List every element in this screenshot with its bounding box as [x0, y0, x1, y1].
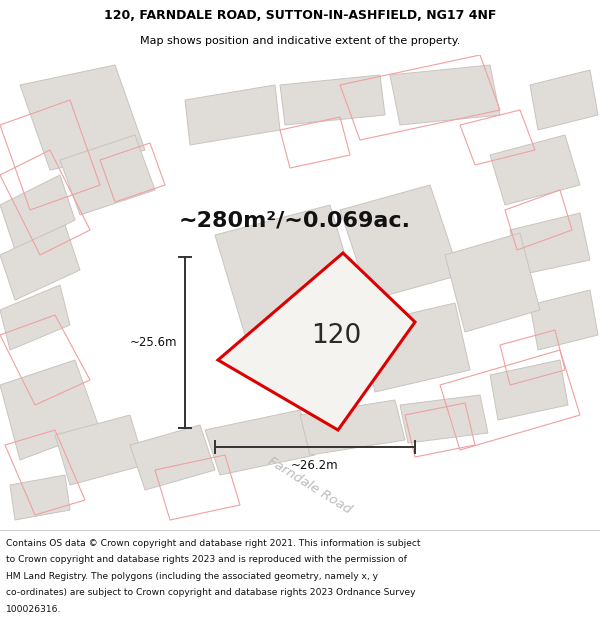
Text: Farndale Road: Farndale Road	[266, 454, 354, 516]
Text: ~26.2m: ~26.2m	[291, 459, 339, 472]
Polygon shape	[205, 410, 315, 475]
Polygon shape	[300, 400, 405, 455]
Polygon shape	[10, 475, 70, 520]
Polygon shape	[0, 360, 100, 460]
Polygon shape	[340, 185, 460, 300]
Polygon shape	[130, 425, 215, 490]
Polygon shape	[490, 360, 568, 420]
Polygon shape	[530, 70, 598, 130]
Text: HM Land Registry. The polygons (including the associated geometry, namely x, y: HM Land Registry. The polygons (includin…	[6, 572, 378, 581]
Polygon shape	[218, 253, 415, 430]
Polygon shape	[0, 225, 80, 300]
Polygon shape	[0, 175, 75, 250]
Text: 120: 120	[311, 323, 362, 349]
Polygon shape	[510, 213, 590, 275]
Polygon shape	[360, 303, 470, 392]
Polygon shape	[400, 395, 488, 443]
Text: 100026316.: 100026316.	[6, 605, 61, 614]
Text: co-ordinates) are subject to Crown copyright and database rights 2023 Ordnance S: co-ordinates) are subject to Crown copyr…	[6, 588, 415, 598]
Polygon shape	[215, 205, 360, 335]
Polygon shape	[0, 285, 70, 350]
Text: Contains OS data © Crown copyright and database right 2021. This information is : Contains OS data © Crown copyright and d…	[6, 539, 421, 548]
Polygon shape	[185, 85, 280, 145]
Polygon shape	[490, 135, 580, 205]
Text: Map shows position and indicative extent of the property.: Map shows position and indicative extent…	[140, 36, 460, 46]
Polygon shape	[55, 415, 145, 485]
Text: to Crown copyright and database rights 2023 and is reproduced with the permissio: to Crown copyright and database rights 2…	[6, 555, 407, 564]
Polygon shape	[280, 75, 385, 125]
Text: ~25.6m: ~25.6m	[130, 336, 177, 349]
Text: ~280m²/~0.069ac.: ~280m²/~0.069ac.	[179, 210, 411, 230]
Polygon shape	[530, 290, 598, 350]
Polygon shape	[390, 65, 500, 125]
Polygon shape	[445, 233, 540, 332]
Polygon shape	[60, 135, 155, 215]
Polygon shape	[20, 65, 145, 170]
Text: 120, FARNDALE ROAD, SUTTON-IN-ASHFIELD, NG17 4NF: 120, FARNDALE ROAD, SUTTON-IN-ASHFIELD, …	[104, 9, 496, 22]
